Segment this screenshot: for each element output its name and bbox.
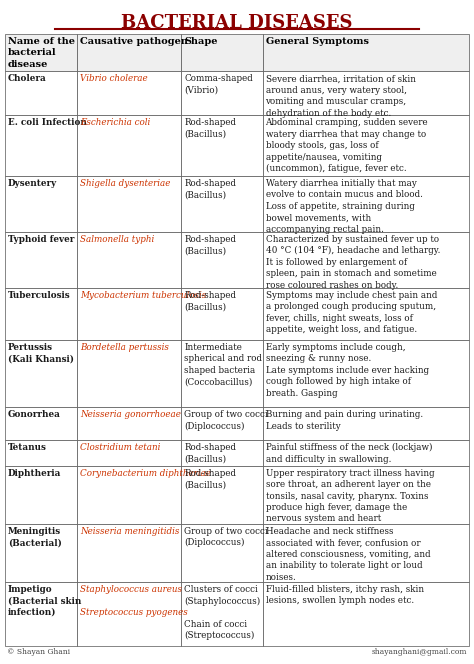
Bar (77, 176, 182, 232)
Bar (263, 340, 469, 408)
Bar (182, 34, 263, 71)
Text: Upper respiratory tract illness having
sore throat, an adherent layer on the
ton: Upper respiratory tract illness having s… (265, 469, 434, 523)
Bar (263, 34, 469, 71)
Bar (263, 71, 469, 116)
Text: Group of two cocci
(Diplococcus): Group of two cocci (Diplococcus) (184, 527, 268, 547)
Bar (5, 408, 77, 440)
Bar (182, 465, 263, 524)
Text: Typhoid fever: Typhoid fever (8, 235, 74, 244)
Bar (77, 408, 182, 440)
Text: Meningitis
(Bacterial): Meningitis (Bacterial) (8, 527, 62, 547)
Bar (77, 465, 182, 524)
Bar (5, 340, 77, 408)
Bar (182, 582, 263, 646)
Bar (263, 524, 469, 582)
Bar (182, 340, 263, 408)
Bar (5, 440, 77, 465)
Text: Comma-shaped
(Vibrio): Comma-shaped (Vibrio) (184, 74, 253, 95)
Text: Headache and neck stiffness
associated with fever, confusion or
altered consciou: Headache and neck stiffness associated w… (265, 527, 430, 582)
Bar (182, 408, 263, 440)
Bar (5, 465, 77, 524)
Bar (77, 71, 182, 116)
Bar (182, 440, 263, 465)
Text: BACTERIAL DISEASES: BACTERIAL DISEASES (121, 14, 353, 32)
Bar (263, 232, 469, 288)
Bar (77, 288, 182, 340)
Bar (182, 116, 263, 176)
Text: Fluid-filled blisters, itchy rash, skin
lesions, swollen lymph nodes etc.: Fluid-filled blisters, itchy rash, skin … (265, 585, 424, 606)
Bar (263, 582, 469, 646)
Bar (263, 288, 469, 340)
Text: Gonorrhea: Gonorrhea (8, 410, 61, 420)
Text: Severe diarrhea, irritation of skin
around anus, very watery stool,
vomiting and: Severe diarrhea, irritation of skin arou… (265, 74, 416, 118)
Text: Vibrio cholerae: Vibrio cholerae (80, 74, 147, 83)
Text: Pertussis
(Kali Khansi): Pertussis (Kali Khansi) (8, 343, 74, 363)
Bar (5, 582, 77, 646)
Text: Clusters of cocci
(Staphylococcus)

Chain of cocci
(Streptococcus): Clusters of cocci (Staphylococcus) Chain… (184, 585, 261, 640)
Bar (263, 440, 469, 465)
Bar (5, 232, 77, 288)
Bar (263, 408, 469, 440)
Text: Neisseria meningitidis: Neisseria meningitidis (80, 527, 179, 536)
Bar (263, 116, 469, 176)
Text: Rod-shaped
(Bacillus): Rod-shaped (Bacillus) (184, 469, 237, 489)
Text: Escherichia coli: Escherichia coli (80, 118, 150, 127)
Text: Tuberculosis: Tuberculosis (8, 291, 71, 299)
Bar (182, 524, 263, 582)
Bar (5, 116, 77, 176)
Text: Early symptoms include cough,
sneezing & runny nose.
Late symptoms include ever : Early symptoms include cough, sneezing &… (265, 343, 428, 398)
Bar (5, 71, 77, 116)
Bar (263, 176, 469, 232)
Bar (182, 176, 263, 232)
Text: Diphtheria: Diphtheria (8, 469, 61, 477)
Text: Staphylococcus aureus

Streptococcus pyogenes: Staphylococcus aureus Streptococcus pyog… (80, 585, 188, 617)
Text: General Symptoms: General Symptoms (265, 37, 368, 46)
Text: Group of two cocci
(Diplococcus): Group of two cocci (Diplococcus) (184, 410, 268, 431)
Text: Abdominal cramping, sudden severe
watery diarrhea that may change to
bloody stoo: Abdominal cramping, sudden severe watery… (265, 118, 428, 173)
Text: Dysentery: Dysentery (8, 179, 57, 188)
Text: Clostridium tetani: Clostridium tetani (80, 443, 160, 452)
Text: Burning and pain during urinating.
Leads to sterility: Burning and pain during urinating. Leads… (265, 410, 423, 431)
Text: Rod-shaped
(Bacillus): Rod-shaped (Bacillus) (184, 291, 237, 311)
Bar (77, 116, 182, 176)
Bar (77, 34, 182, 71)
Text: Salmonella typhi: Salmonella typhi (80, 235, 154, 244)
Text: Symptoms may include chest pain and
a prolonged cough producing sputum,
fever, c: Symptoms may include chest pain and a pr… (265, 291, 437, 334)
Bar (182, 288, 263, 340)
Text: Name of the
bacterial
disease: Name of the bacterial disease (8, 37, 75, 69)
Bar (77, 440, 182, 465)
Text: Cholera: Cholera (8, 74, 47, 83)
Text: Rod-shaped
(Bacillus): Rod-shaped (Bacillus) (184, 179, 237, 199)
Bar (77, 524, 182, 582)
Bar (77, 582, 182, 646)
Text: Impetigo
(Bacterial skin
infection): Impetigo (Bacterial skin infection) (8, 585, 82, 617)
Bar (5, 176, 77, 232)
Bar (182, 71, 263, 116)
Text: shayanghani@gmail.com: shayanghani@gmail.com (372, 648, 467, 656)
Text: Corynebacterium diphtheriae: Corynebacterium diphtheriae (80, 469, 211, 477)
Text: Neisseria gonorrhoeae: Neisseria gonorrhoeae (80, 410, 181, 420)
Text: Shigella dysenteriae: Shigella dysenteriae (80, 179, 170, 188)
Text: © Shayan Ghani: © Shayan Ghani (7, 648, 70, 656)
Bar (263, 465, 469, 524)
Text: Bordetella pertussis: Bordetella pertussis (80, 343, 169, 352)
Text: E. coli Infection: E. coli Infection (8, 118, 87, 127)
Text: Causative pathogen: Causative pathogen (80, 37, 188, 46)
Bar (77, 340, 182, 408)
Text: Rod-shaped
(Bacillus): Rod-shaped (Bacillus) (184, 443, 237, 463)
Text: Tetanus: Tetanus (8, 443, 47, 452)
Text: Rod-shaped
(Bacillus): Rod-shaped (Bacillus) (184, 118, 237, 139)
Bar (5, 524, 77, 582)
Bar (5, 34, 77, 71)
Text: Watery diarrhea initially that may
evolve to contain mucus and blood.
Loss of ap: Watery diarrhea initially that may evolv… (265, 179, 422, 234)
Text: Mycobacterium tuberculosis: Mycobacterium tuberculosis (80, 291, 206, 299)
Text: Rod-shaped
(Bacillus): Rod-shaped (Bacillus) (184, 235, 237, 255)
Text: Shape: Shape (184, 37, 218, 46)
Bar (182, 232, 263, 288)
Text: Intermediate
spherical and rod
shaped bacteria
(Coccobacillus): Intermediate spherical and rod shaped ba… (184, 343, 262, 386)
Text: Characterized by sustained fever up to
40 °C (104 °F), headache and lethargy.
It: Characterized by sustained fever up to 4… (265, 235, 440, 290)
Text: Painful stiffness of the neck (lockjaw)
and difficulty in swallowing.: Painful stiffness of the neck (lockjaw) … (265, 443, 432, 463)
Bar (5, 288, 77, 340)
Bar (77, 232, 182, 288)
